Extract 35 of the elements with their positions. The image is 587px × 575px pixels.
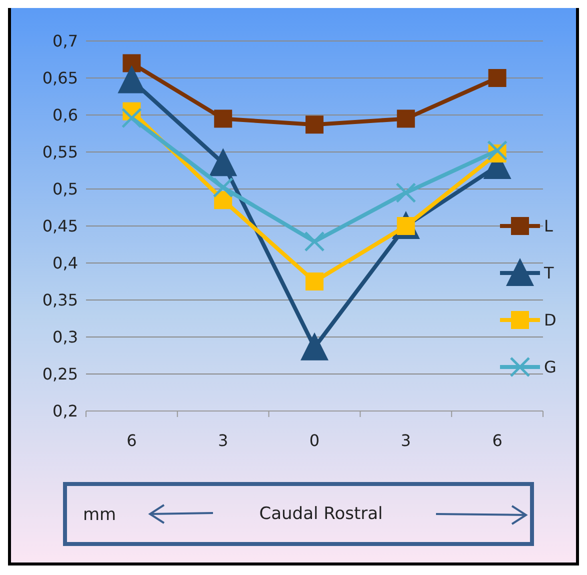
point <box>300 332 328 360</box>
y-tick-label: 0,7 <box>52 32 78 51</box>
point <box>396 182 416 203</box>
y-tick-label: 0,3 <box>52 328 78 347</box>
point <box>306 272 324 290</box>
point <box>487 140 508 161</box>
point <box>396 110 415 128</box>
point <box>209 148 238 176</box>
legend-label: D <box>544 310 556 330</box>
point <box>122 54 141 72</box>
x-tick-label: 6 <box>126 431 137 450</box>
legend-label: T <box>543 264 554 283</box>
x-tick-label: 0 <box>309 431 320 450</box>
point <box>212 177 234 198</box>
legend-label: L <box>544 216 553 236</box>
y-tick-label: 0,6 <box>52 106 78 125</box>
y-tick-label: 0,4 <box>52 254 78 273</box>
point <box>304 231 325 252</box>
x-tick-label: 3 <box>218 431 228 450</box>
y-tick-label: 0,2 <box>52 402 78 421</box>
y-tick-label: 0,65 <box>42 68 78 88</box>
y-tick-label: 0,25 <box>42 364 78 384</box>
y-tick-label: 0,35 <box>42 290 78 310</box>
point <box>121 108 142 128</box>
point <box>214 110 232 128</box>
y-tick-label: 0,45 <box>42 216 78 236</box>
text: mm <box>83 504 116 525</box>
legend-label: G <box>544 358 556 377</box>
point <box>488 69 506 87</box>
x-tick-label: 3 <box>400 431 411 450</box>
point <box>306 116 324 134</box>
x-axis-title: Caudal Rostral <box>259 504 383 524</box>
y-tick-label: 0,55 <box>42 142 78 162</box>
x-tick-label: 6 <box>492 431 502 450</box>
y-tick-label: 0,5 <box>52 180 78 199</box>
